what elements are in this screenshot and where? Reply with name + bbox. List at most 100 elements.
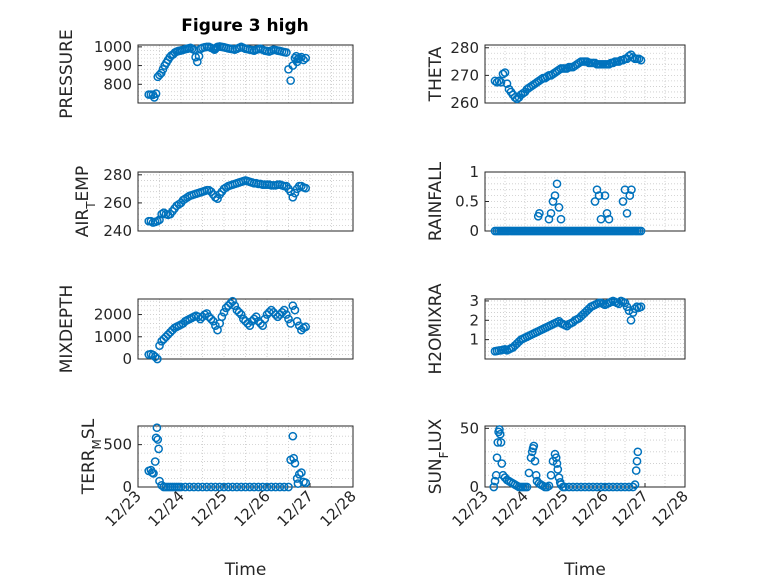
data-point [618, 55, 628, 65]
subplot-h2omixra: 1 23 H2OMIXRA [426, 283, 686, 375]
data-point [290, 458, 300, 468]
data-point [576, 482, 586, 492]
data-point [217, 312, 227, 322]
data-point [627, 185, 636, 195]
data-point [612, 482, 622, 492]
data-point [636, 226, 646, 236]
figure-title: Figure 3 high [181, 16, 309, 36]
data-point [219, 307, 229, 317]
data-point [226, 299, 235, 308]
data-point [500, 68, 510, 77]
data-point [189, 482, 199, 492]
data-point [494, 76, 504, 86]
data-point [633, 447, 643, 457]
ylabel-air_temp: AIRTEMP [73, 166, 98, 237]
ytick-label: 280 [103, 166, 132, 184]
ytick-label: 0 [469, 478, 479, 496]
data-point [192, 57, 202, 67]
data-point [228, 296, 237, 306]
data-point [550, 191, 560, 200]
data-point [154, 444, 163, 454]
data-point [206, 482, 216, 492]
data-point [266, 482, 276, 492]
data-point [286, 76, 295, 85]
data-point [215, 482, 225, 492]
ylabel-pressure: PRESSURE [57, 29, 77, 118]
data-point [600, 191, 610, 200]
data-point [634, 54, 644, 64]
data-point [562, 64, 572, 73]
data-point [496, 438, 506, 447]
data-point [554, 65, 564, 75]
data-point [636, 55, 646, 65]
data-point [628, 482, 638, 492]
data-point [608, 58, 618, 68]
data-point [245, 482, 255, 492]
xtick-label: 12/24 [145, 487, 188, 530]
data-point [185, 482, 194, 492]
data-point [258, 482, 268, 492]
data-point [495, 429, 505, 439]
data-point [580, 482, 590, 492]
data-point [260, 314, 270, 324]
xlabel-sun_flux: Time [563, 560, 606, 580]
ytick-label: 2 [469, 311, 479, 329]
data-point [495, 425, 504, 434]
axes-box [484, 44, 686, 104]
data-point [206, 314, 216, 324]
data-point [568, 482, 578, 492]
data-point [149, 469, 158, 478]
data-point [294, 469, 304, 479]
data-point [279, 482, 289, 492]
data-point [228, 482, 237, 492]
data-point [159, 334, 169, 344]
data-point [584, 482, 594, 492]
axes-box [137, 298, 354, 360]
data-point [152, 423, 162, 433]
subplot-mixdepth: 0 1000 2000 MIXDEPTH [57, 285, 354, 373]
data-point [556, 214, 566, 224]
data-point [150, 352, 160, 362]
data-point [552, 459, 562, 468]
data-point [620, 482, 630, 492]
data-point [239, 314, 248, 324]
data-point [236, 310, 246, 319]
axes-box [484, 298, 686, 360]
subplot-sun_flux: 05012/2312/2412/2512/2612/2712/28SUNFLUX… [426, 418, 692, 580]
data-point [493, 438, 503, 447]
ytick-label: 280 [450, 39, 479, 57]
data-point [590, 58, 600, 68]
data-point [155, 341, 164, 351]
data-point [600, 482, 610, 492]
data-point [284, 482, 293, 492]
subplot-rainfall: 0 0.5 1 RAINFALL [426, 161, 686, 241]
data-point [588, 482, 598, 492]
data-point [289, 453, 299, 463]
ytick-label: 1 [469, 331, 479, 349]
data-point [245, 321, 255, 331]
data-point [604, 482, 614, 492]
ytick-label: 500 [103, 436, 132, 454]
ytick-label: 0.5 [455, 193, 479, 211]
axes-box [137, 171, 354, 232]
data-point [564, 482, 574, 492]
ytick-label: 1 [469, 163, 479, 181]
xtick-label: 12/28 [317, 487, 360, 530]
data-point [288, 192, 298, 202]
ytick-label: 0 [122, 478, 132, 496]
data-point [625, 191, 635, 200]
data-point [150, 457, 160, 466]
data-point [622, 208, 632, 218]
data-point [544, 481, 554, 491]
data-point [301, 53, 311, 63]
data-point [254, 482, 263, 492]
ytick-label: 0 [469, 222, 479, 240]
data-point [290, 188, 300, 198]
data-point [574, 58, 584, 68]
data-point [590, 197, 600, 206]
data-point [301, 478, 311, 488]
ytick-label: 260 [103, 194, 132, 212]
